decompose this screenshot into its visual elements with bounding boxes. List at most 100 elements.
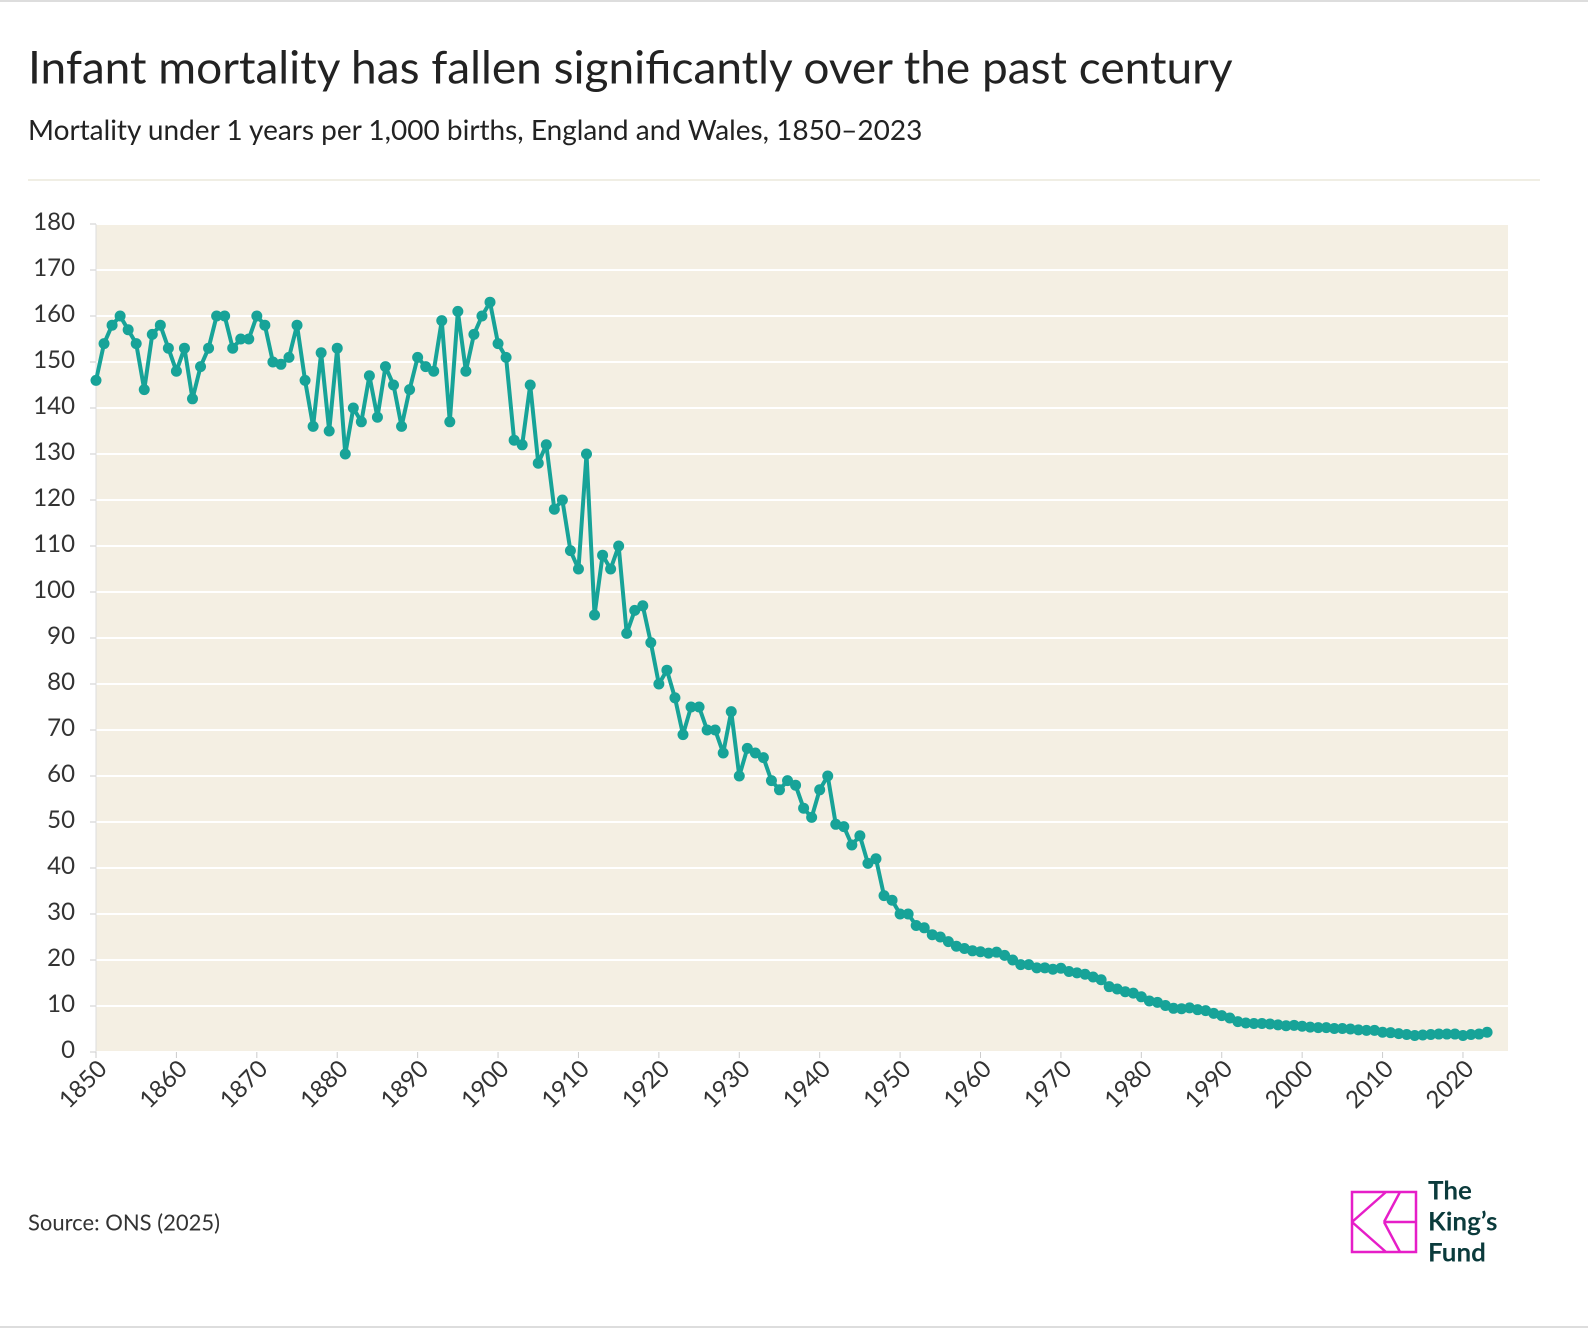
y-tick-label: 10: [47, 989, 75, 1018]
data-point: [798, 802, 810, 814]
data-point: [323, 425, 335, 437]
y-tick-label: 60: [47, 759, 75, 788]
data-point: [637, 600, 649, 612]
data-point: [1328, 1023, 1340, 1035]
data-point: [1377, 1026, 1389, 1038]
data-point: [347, 402, 359, 414]
data-point: [1176, 1003, 1188, 1015]
data-point: [122, 324, 134, 336]
data-point: [428, 365, 440, 377]
data-point: [765, 775, 777, 787]
x-tick-label: 1900: [455, 1054, 515, 1114]
data-point: [846, 839, 858, 851]
data-point: [854, 830, 866, 842]
data-point: [1401, 1029, 1413, 1041]
y-tick-label: 150: [33, 345, 75, 374]
data-point: [1336, 1023, 1348, 1035]
chart-subtitle: Mortality under 1 years per 1,000 births…: [28, 112, 922, 146]
data-point: [790, 779, 802, 791]
data-point: [235, 333, 247, 345]
data-point: [1272, 1019, 1284, 1031]
data-point: [814, 784, 826, 796]
x-tick-label: 1940: [776, 1054, 836, 1114]
y-tick-label: 90: [47, 621, 75, 650]
data-point: [1352, 1024, 1364, 1036]
data-point: [685, 701, 697, 713]
data-point: [597, 549, 609, 561]
y-tick-label: 110: [33, 529, 75, 558]
data-point: [1095, 974, 1107, 986]
data-point: [629, 604, 641, 616]
logo-text: Fund: [1428, 1236, 1486, 1268]
data-point: [1344, 1023, 1356, 1035]
logo-text: The: [1428, 1174, 1472, 1206]
data-point: [1192, 1004, 1204, 1016]
data-point: [918, 922, 930, 934]
data-point: [516, 439, 528, 451]
data-point: [203, 342, 215, 354]
data-point: [749, 747, 761, 759]
data-point: [396, 420, 408, 432]
data-point: [162, 342, 174, 354]
data-point: [484, 296, 496, 308]
data-point: [1256, 1017, 1268, 1029]
data-point: [862, 857, 874, 869]
x-tick-label: 1890: [374, 1054, 434, 1114]
data-point: [717, 747, 729, 759]
data-point: [1031, 962, 1043, 974]
data-point: [315, 347, 327, 359]
data-point: [757, 752, 769, 764]
data-point: [508, 434, 520, 446]
data-point: [605, 563, 617, 575]
y-tick-label: 140: [33, 391, 75, 420]
data-point: [420, 361, 432, 373]
data-point: [195, 361, 207, 373]
data-point: [669, 692, 681, 704]
data-point: [1047, 963, 1059, 975]
y-tick-label: 170: [33, 253, 75, 282]
data-point: [773, 784, 785, 796]
data-point: [444, 416, 456, 428]
data-point: [299, 374, 311, 386]
data-point: [645, 637, 657, 649]
data-point: [138, 384, 150, 396]
data-point: [1417, 1029, 1429, 1041]
data-point: [878, 890, 890, 902]
data-point: [886, 894, 898, 906]
data-point: [436, 315, 448, 327]
data-point: [404, 384, 416, 396]
data-point: [227, 342, 239, 354]
x-tick-label: 1980: [1098, 1054, 1158, 1114]
data-point: [154, 319, 166, 331]
data-point: [621, 627, 633, 639]
data-point: [251, 310, 263, 322]
source: Source: ONS (2025): [28, 1209, 220, 1236]
data-point: [653, 678, 665, 690]
data-point: [178, 342, 190, 354]
data-point: [1465, 1029, 1477, 1041]
data-point: [371, 411, 383, 423]
data-point: [259, 319, 271, 331]
data-point: [275, 358, 287, 370]
data-point: [902, 908, 914, 920]
data-point: [1481, 1026, 1493, 1038]
logo: The King’s Fund: [1350, 1174, 1497, 1268]
data-point: [1304, 1021, 1316, 1033]
data-point: [211, 310, 223, 322]
data-point: [709, 724, 721, 736]
data-point: [741, 742, 753, 754]
data-point: [243, 333, 255, 345]
data-point: [355, 416, 367, 428]
data-point: [388, 379, 400, 391]
data-point: [806, 811, 818, 823]
data-point: [1385, 1027, 1397, 1039]
data-point: [838, 821, 850, 833]
y-tick-label: 100: [33, 575, 75, 604]
data-point: [677, 729, 689, 741]
data-point: [412, 351, 424, 363]
data-point: [983, 947, 995, 959]
x-tick-label: 2010: [1339, 1054, 1399, 1114]
logo-text: King’s: [1428, 1205, 1497, 1237]
y-tick-label: 20: [47, 943, 75, 972]
data-point: [934, 931, 946, 943]
